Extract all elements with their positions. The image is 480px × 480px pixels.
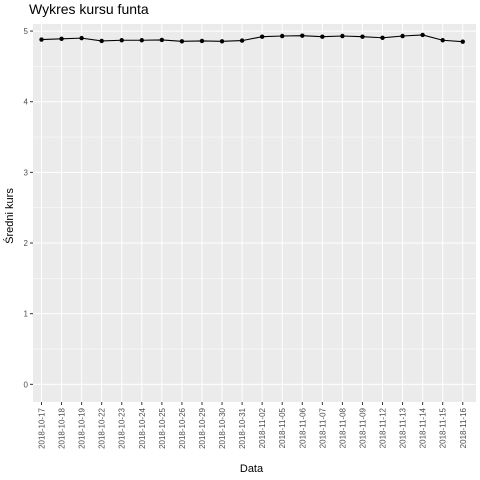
data-point bbox=[139, 38, 144, 43]
data-point bbox=[79, 35, 84, 41]
x-tick-label: 2018-10-31 bbox=[238, 407, 247, 448]
data-point bbox=[300, 33, 305, 38]
data-point bbox=[39, 37, 44, 42]
data-point bbox=[179, 39, 185, 44]
x-tick-label: 2018-10-29 bbox=[198, 407, 207, 448]
x-tick-label: 2018-10-17 bbox=[38, 407, 47, 448]
x-axis: 2018-10-17 2018-10-18 2018-10-19 2018-10-22… bbox=[38, 402, 468, 449]
y-tick-label: 0 bbox=[24, 380, 29, 389]
series-line bbox=[41, 34, 463, 43]
x-tick-label: 2018-11-02 bbox=[258, 407, 267, 448]
data-point bbox=[440, 38, 445, 43]
x-tick-label: 2018-11-08 bbox=[338, 407, 347, 448]
data-points bbox=[39, 32, 465, 44]
x-tick-label: 2018-10-19 bbox=[78, 407, 87, 448]
plot-panel bbox=[33, 24, 476, 402]
y-tick-label: 5 bbox=[24, 27, 29, 36]
x-tick-label: 2018-10-18 bbox=[58, 407, 67, 448]
data-point bbox=[320, 34, 325, 39]
x-tick-label: 2018-10-26 bbox=[178, 407, 187, 448]
data-point bbox=[340, 33, 345, 39]
y-axis-title: Średni kurs bbox=[3, 188, 16, 244]
x-tick-label: 2018-11-12 bbox=[379, 407, 388, 448]
data-point bbox=[119, 38, 124, 43]
data-point bbox=[199, 38, 205, 44]
y-axis: 0 1 2 3 4 5 bbox=[24, 27, 33, 389]
data-point bbox=[360, 34, 365, 39]
x-tick-label: 2018-11-15 bbox=[439, 407, 448, 448]
data-point bbox=[259, 34, 265, 39]
data-point bbox=[280, 33, 285, 39]
data-point bbox=[380, 35, 385, 40]
data-point bbox=[420, 32, 425, 38]
data-point bbox=[460, 39, 465, 44]
x-tick-label: 2018-11-14 bbox=[419, 407, 428, 448]
x-tick-label: 2018-11-05 bbox=[278, 407, 287, 448]
x-tick-label: 2018-10-25 bbox=[158, 407, 167, 448]
y-tick-label: 3 bbox=[24, 168, 29, 177]
grid-major bbox=[33, 24, 476, 402]
x-tick-label: 2018-11-06 bbox=[298, 407, 307, 448]
x-axis-title: Data bbox=[240, 463, 264, 475]
x-tick-label: 2018-11-09 bbox=[358, 407, 367, 448]
data-point bbox=[219, 39, 225, 44]
data-point bbox=[159, 37, 165, 43]
x-tick-label: 2018-11-13 bbox=[399, 407, 408, 448]
x-tick-label: 2018-10-23 bbox=[118, 407, 127, 448]
x-tick-label: 2018-10-24 bbox=[138, 407, 147, 448]
x-tick-label: 2018-11-16 bbox=[459, 407, 468, 448]
data-point bbox=[59, 36, 64, 42]
x-tick-label: 2018-11-07 bbox=[318, 407, 327, 448]
y-tick-label: 4 bbox=[24, 98, 29, 107]
x-tick-label: 2018-10-30 bbox=[218, 407, 227, 448]
data-point bbox=[400, 33, 405, 39]
data-point bbox=[239, 38, 245, 43]
y-tick-label: 2 bbox=[24, 239, 29, 248]
chart-title: Wykres kursu funta bbox=[29, 1, 149, 17]
data-point bbox=[99, 38, 104, 44]
x-tick-label: 2018-10-22 bbox=[98, 407, 107, 448]
y-tick-label: 1 bbox=[24, 310, 29, 319]
